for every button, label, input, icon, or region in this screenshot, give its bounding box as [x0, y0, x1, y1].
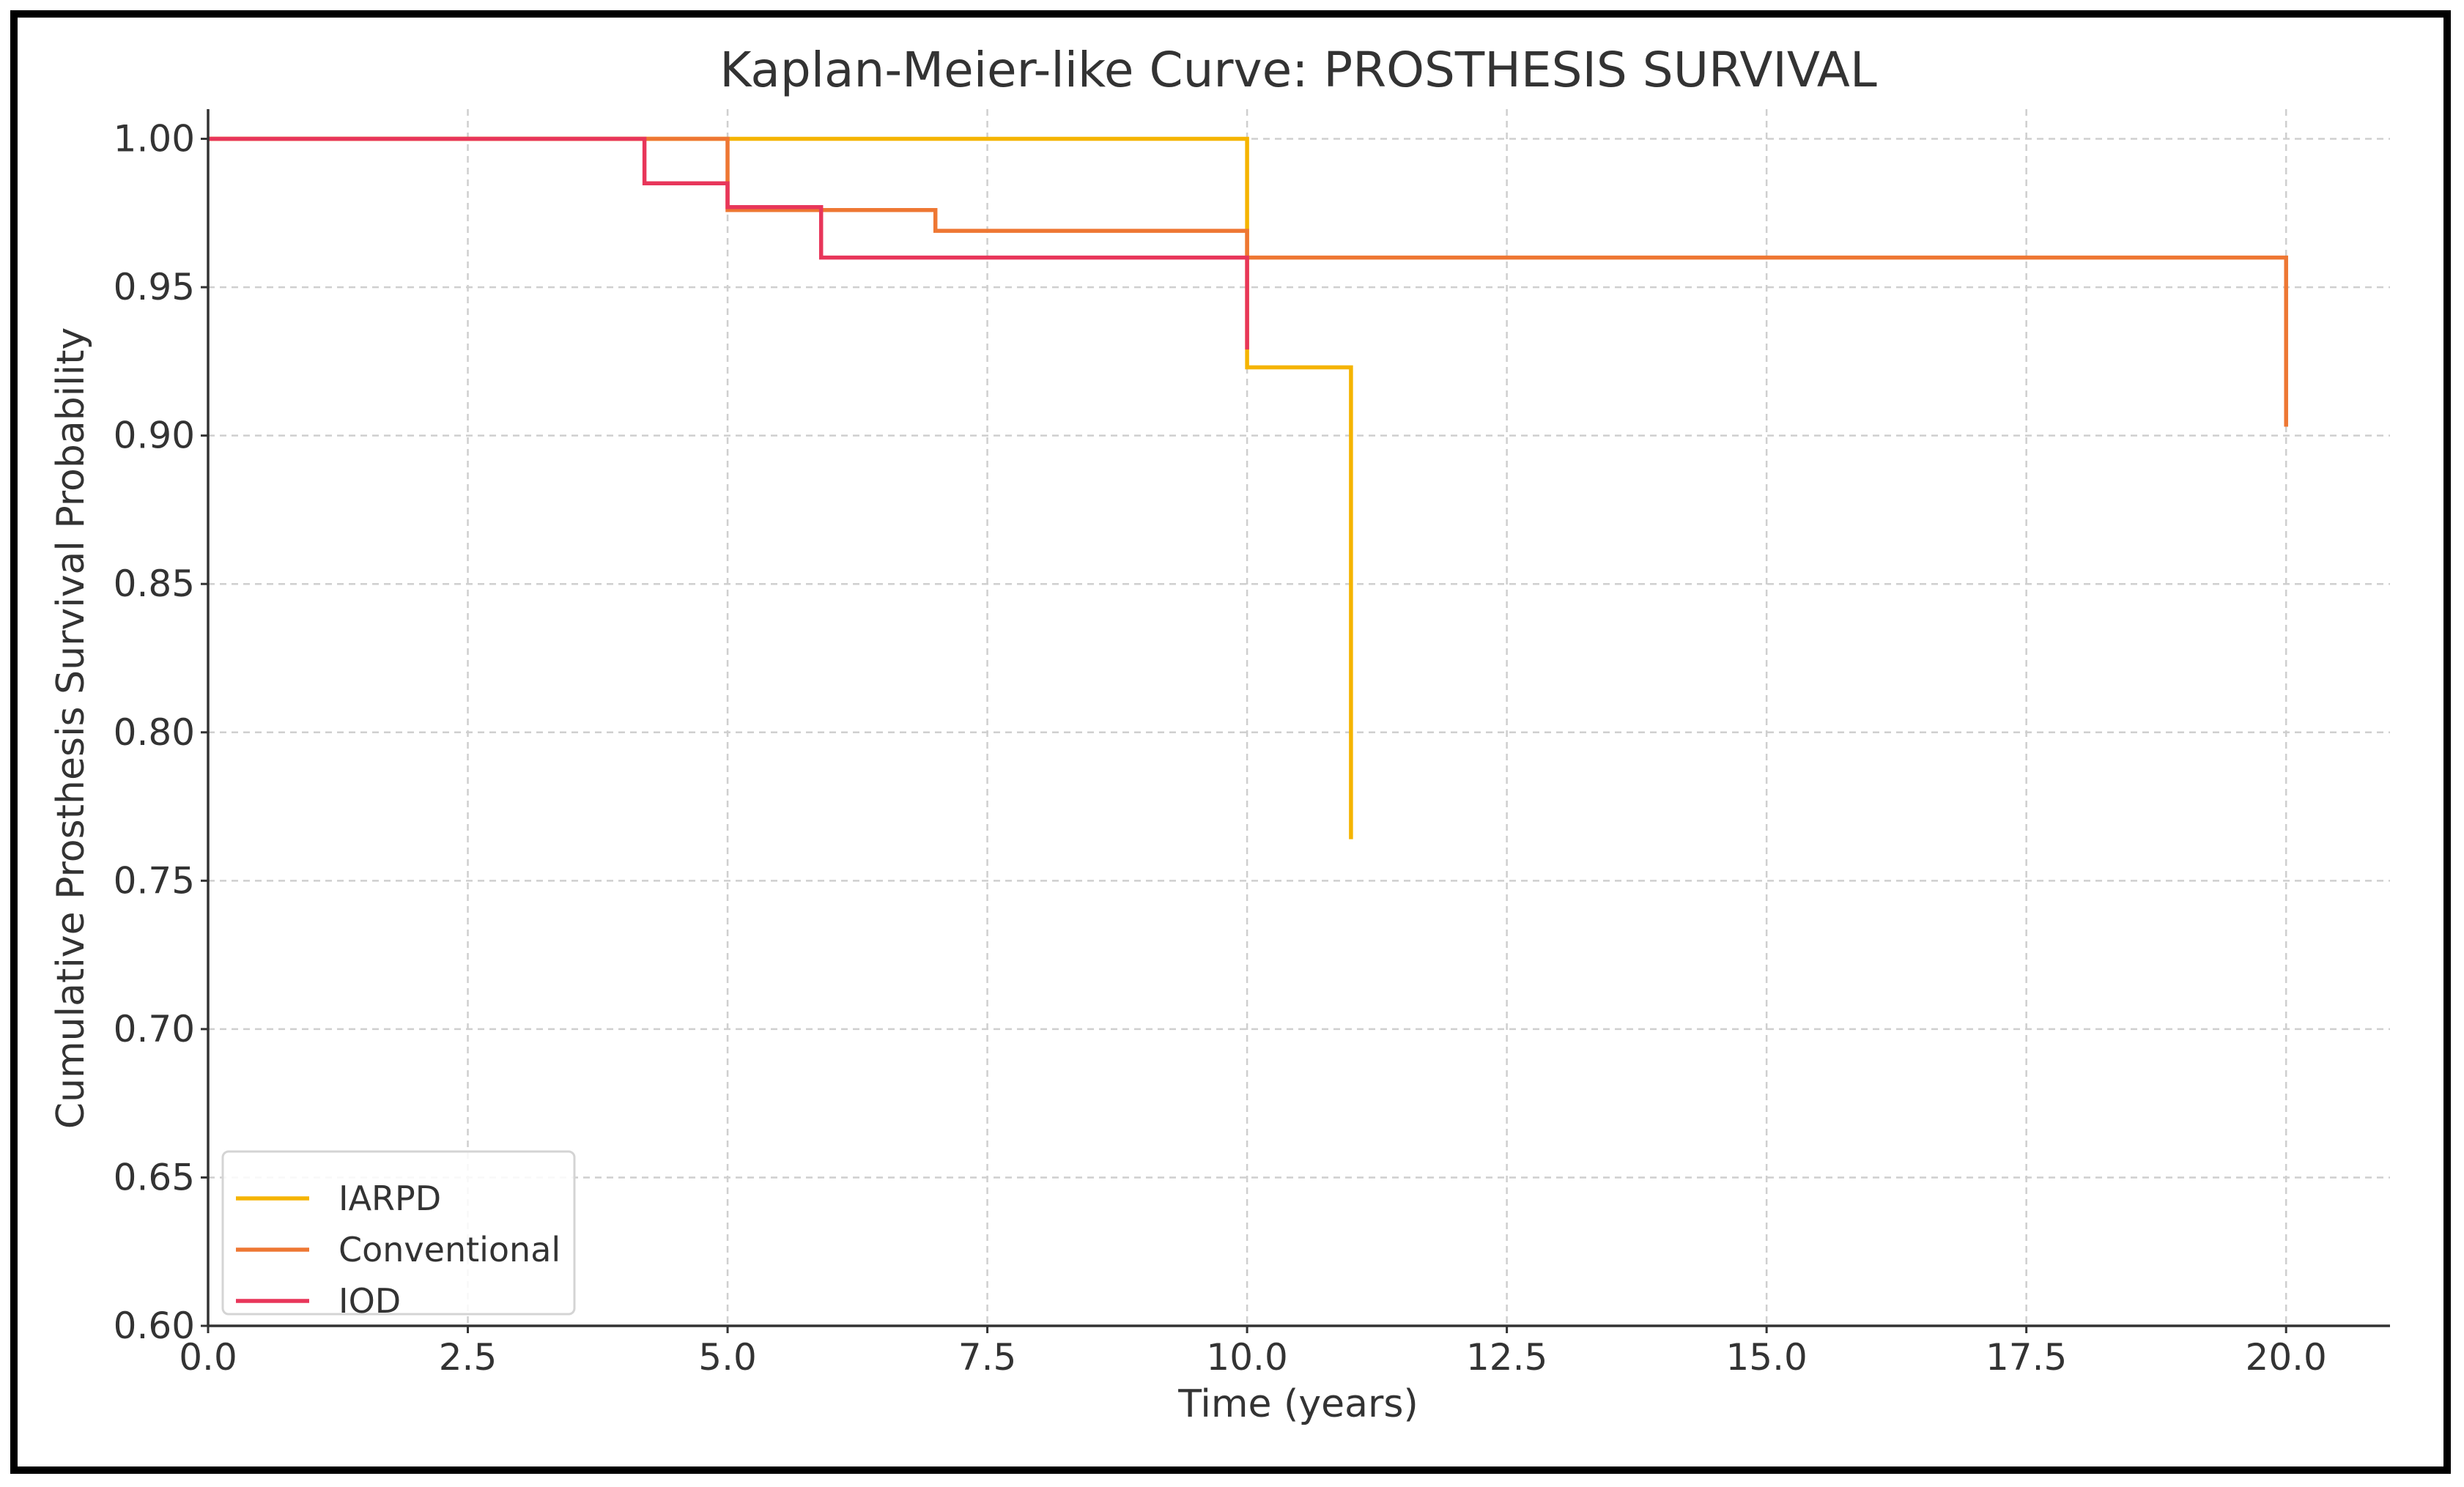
y-axis-title: Cumulative Prosthesis Survival Probabili…	[49, 327, 93, 1129]
legend-label-iod: IOD	[338, 1281, 401, 1321]
x-axis-title: Time (years)	[1177, 1382, 1418, 1426]
legend: IARPD Conventional IOD	[221, 1150, 576, 1321]
x-tick-label: 5.0	[698, 1336, 757, 1379]
figure-frame: 0.0 2.5 5.0 7.5 10.0 12.5 15.0 17.5 20.0 0.60 0.65…	[10, 10, 2451, 1474]
x-tick-label: 12.5	[1466, 1336, 1547, 1379]
series-line-conventional	[208, 136, 2288, 427]
y-tick-label: 0.80	[114, 711, 195, 754]
chart-title: Kaplan-Meier-like Curve: PROSTHESIS SURV…	[719, 42, 1877, 98]
legend-label-iarpd: IARPD	[338, 1179, 441, 1218]
axes-layer	[207, 109, 2390, 1327]
y-tick-label: 0.60	[114, 1305, 195, 1347]
grid-layer	[208, 109, 2390, 1326]
series-line-iarpd	[208, 136, 1353, 839]
ticks-layer: 0.0 2.5 5.0 7.5 10.0 12.5 15.0 17.5 20.0 0.60 0.65…	[114, 118, 2327, 1379]
y-tick-label: 1.00	[114, 118, 195, 160]
km-survival-chart: 0.0 2.5 5.0 7.5 10.0 12.5 15.0 17.5 20.0 0.60 0.65…	[49, 42, 2390, 1426]
legend-label-conventional: Conventional	[338, 1230, 560, 1269]
y-tick-label: 0.85	[114, 563, 195, 605]
x-tick-label: 2.5	[439, 1336, 497, 1379]
x-tick-label: 17.5	[1986, 1336, 2067, 1379]
x-tick-label: 7.5	[958, 1336, 1017, 1379]
x-tick-label: 10.0	[1206, 1336, 1287, 1379]
y-tick-label: 0.70	[114, 1008, 195, 1050]
y-tick-label: 0.75	[114, 859, 195, 902]
x-tick-label: 0.0	[179, 1336, 237, 1379]
y-tick-label: 0.95	[114, 266, 195, 308]
x-tick-label: 20.0	[2246, 1336, 2327, 1379]
series-line-iod	[208, 136, 1249, 350]
series-layer	[208, 136, 2288, 839]
legend-box	[221, 1150, 576, 1316]
y-tick-label: 0.65	[114, 1156, 195, 1198]
x-tick-label: 15.0	[1725, 1336, 1807, 1379]
y-tick-label: 0.90	[114, 415, 195, 457]
legend-entries: IARPD Conventional IOD	[236, 1179, 560, 1321]
